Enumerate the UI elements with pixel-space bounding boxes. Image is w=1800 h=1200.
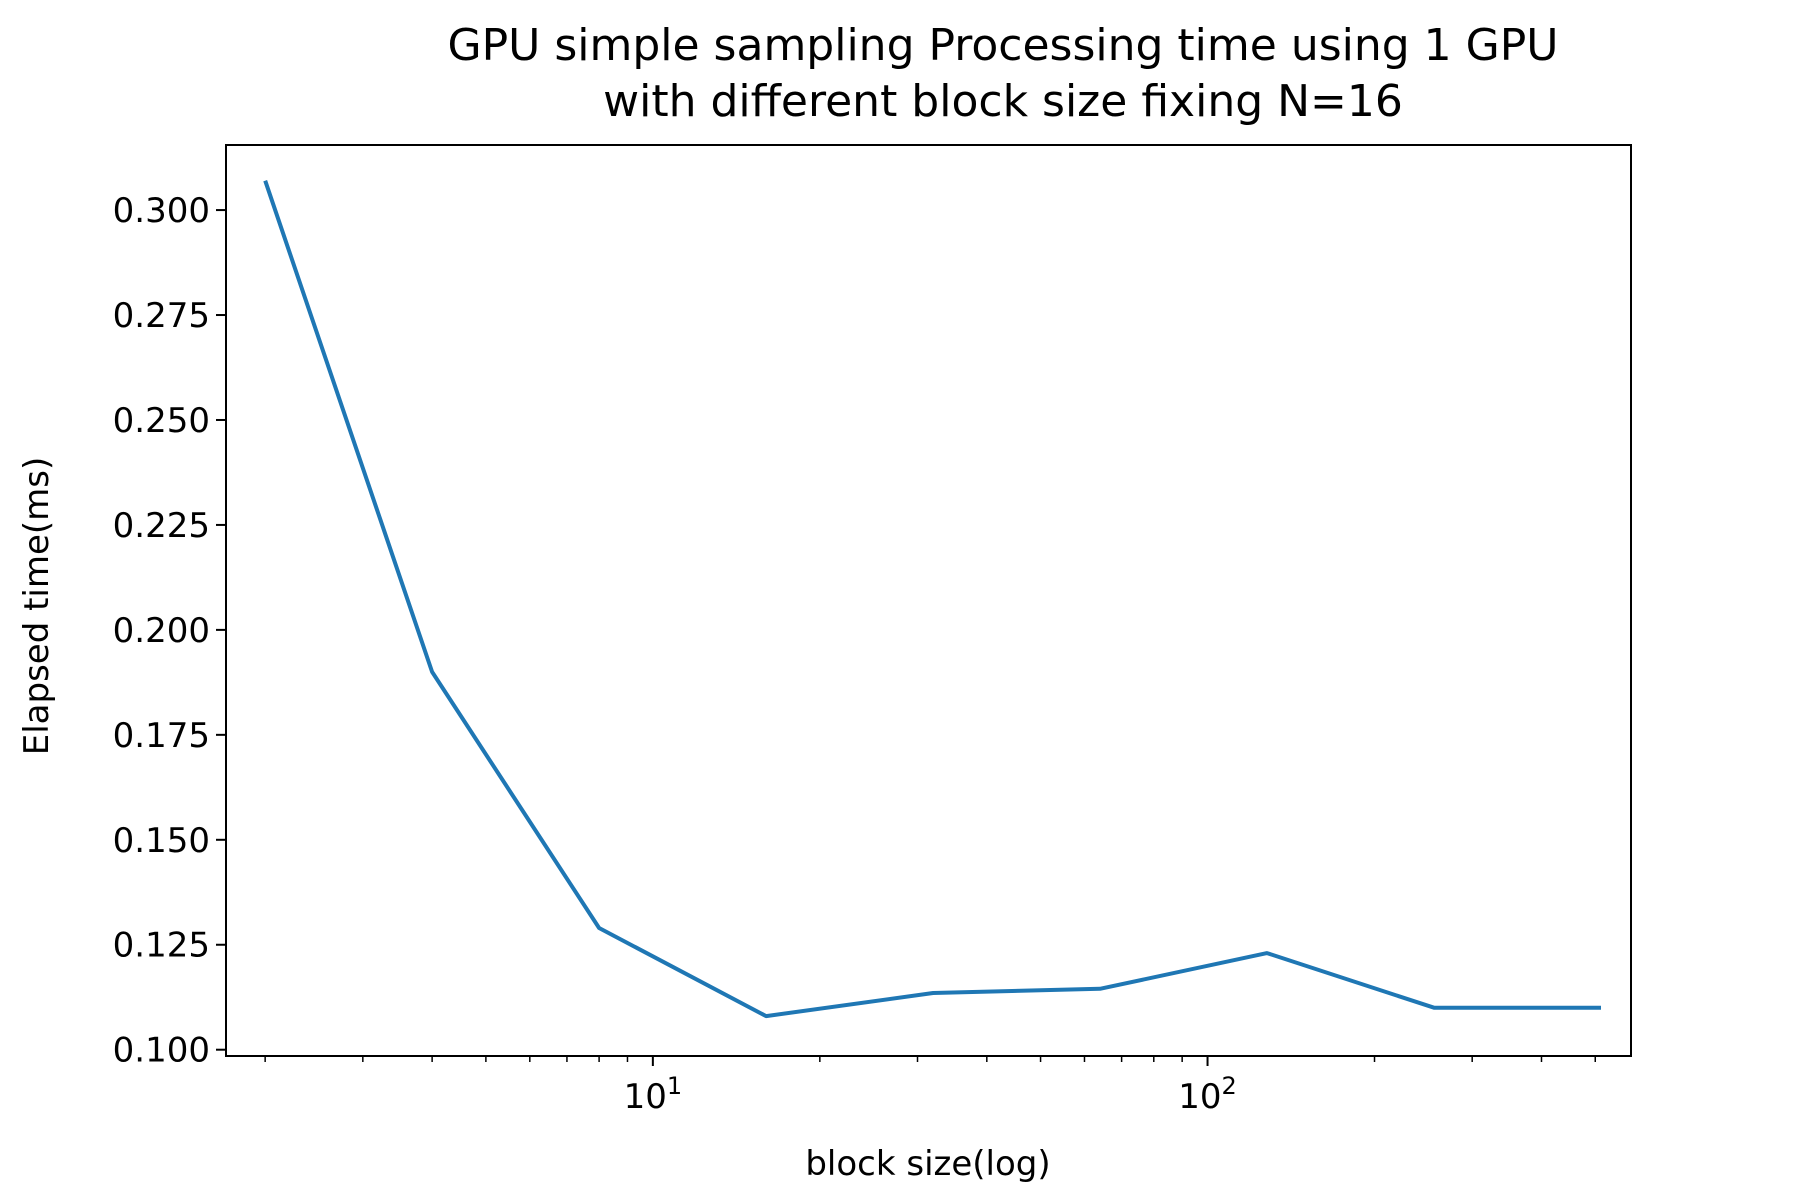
- series-line: [263, 180, 1601, 1019]
- chart-subtitle: with different block size fixing N=16: [603, 76, 1403, 127]
- y-tick-label: 0.150: [113, 821, 210, 861]
- y-tick-label: 0.225: [113, 506, 210, 546]
- y-tick-label: 0.275: [113, 296, 210, 336]
- y-tick-label: 0.300: [113, 191, 210, 231]
- chart-title: GPU simple sampling Processing time usin…: [448, 20, 1559, 71]
- y-axis-label: Elapsed time(ms): [17, 457, 57, 756]
- x-axis: 101 102: [264, 1056, 1596, 1117]
- x-tick-label: 102: [1178, 1072, 1237, 1117]
- y-tick-label: 0.250: [113, 401, 210, 441]
- y-axis: 0.100 0.125 0.150 0.175 0.200 0.225 0.250 0.275…: [113, 191, 226, 1071]
- y-tick-label: 0.200: [113, 611, 210, 651]
- x-axis-label: block size(log): [805, 1144, 1050, 1184]
- y-tick-label: 0.175: [113, 716, 210, 756]
- plot-area: [225, 144, 1632, 1057]
- x-tick-label: 101: [624, 1072, 683, 1117]
- y-tick-label: 0.125: [113, 926, 210, 966]
- y-tick-label: 0.100: [113, 1031, 210, 1071]
